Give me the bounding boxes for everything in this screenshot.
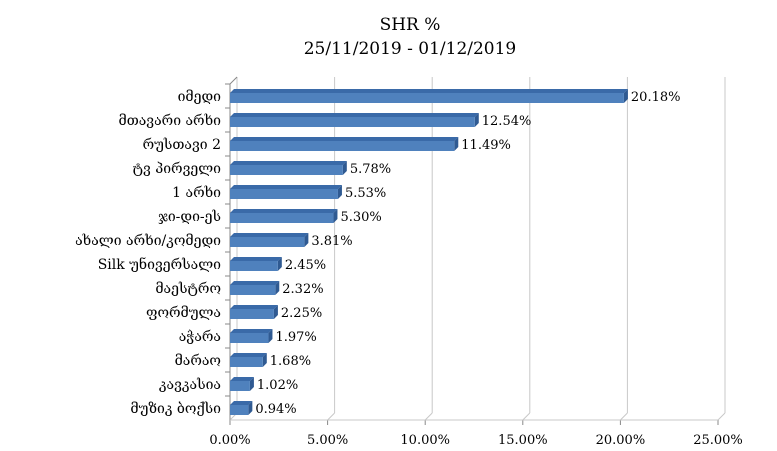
bar-side	[262, 353, 267, 367]
bar	[230, 333, 269, 343]
data-label: 11.49%	[461, 138, 511, 153]
bar-top	[230, 377, 254, 381]
bar-top	[230, 353, 267, 357]
bar-top	[230, 305, 278, 309]
bar-top	[230, 161, 347, 165]
bar-side	[304, 233, 309, 247]
data-label: 12.54%	[482, 114, 532, 129]
bar-top	[230, 137, 459, 141]
x-tick-label: 0.00%	[209, 433, 250, 448]
category-label: მარაო	[175, 352, 221, 369]
bar	[230, 405, 249, 415]
data-label: 1.97%	[275, 330, 316, 345]
category-label: ახალი არხი/კომედი	[75, 232, 221, 249]
y-axis-depth	[229, 76, 238, 85]
bar	[230, 213, 334, 223]
x-tick-label: 5.00%	[307, 433, 348, 448]
category-label: Silk უნივერსალი	[98, 255, 221, 273]
bar-side	[342, 161, 347, 175]
category-label: მაესტრო	[155, 280, 221, 297]
data-label: 5.30%	[340, 210, 381, 225]
data-label: 1.02%	[257, 378, 298, 393]
x-tick-label: 20.00%	[596, 433, 646, 448]
bar-side	[333, 209, 338, 223]
category-label: ფორმულა	[146, 304, 221, 321]
category-label: იმედი	[178, 88, 222, 105]
floor-gridline	[522, 412, 531, 421]
category-label: მუზიკ ბოქსი	[130, 400, 221, 417]
bar-top	[230, 257, 282, 261]
data-label: 0.94%	[255, 402, 296, 417]
bar	[230, 117, 475, 127]
category-label: ტვ პირველი	[133, 160, 222, 177]
category-label: 1 არხი	[172, 184, 221, 201]
x-tick-label: 25.00%	[693, 433, 743, 448]
bar-side	[454, 137, 459, 151]
x-tick-label: 15.00%	[498, 433, 548, 448]
floor-gridline	[327, 412, 335, 421]
bar-top	[230, 209, 338, 213]
floor-gridline	[620, 412, 628, 421]
bar	[230, 357, 263, 367]
bar-side	[248, 401, 253, 415]
bar-side	[474, 113, 479, 127]
bar	[230, 141, 455, 151]
category-label: კავკასია	[159, 376, 221, 393]
category-label: მთავარი არხი	[118, 112, 221, 129]
data-label: 2.32%	[282, 282, 323, 297]
bar-top	[230, 233, 309, 237]
bar	[230, 285, 276, 295]
bar	[230, 261, 278, 271]
bar-side	[249, 377, 254, 391]
bar-side	[268, 329, 273, 343]
x-tick-label: 10.00%	[400, 433, 450, 448]
data-label: 2.45%	[285, 258, 326, 273]
floor-gridline	[424, 412, 433, 421]
bar	[230, 165, 343, 175]
data-label: 20.18%	[631, 90, 681, 105]
bar-top	[230, 281, 280, 285]
floor-gridline	[717, 412, 726, 421]
bar-side	[623, 89, 628, 103]
chart-subtitle: 25/11/2019 - 01/12/2019	[304, 39, 517, 59]
bar-top	[230, 401, 253, 405]
bar-top	[230, 113, 479, 117]
bar-top	[230, 329, 273, 333]
category-label: ჯი-დი-ეს	[158, 208, 221, 225]
chart-title: SHR %	[380, 15, 441, 35]
bar-side	[337, 185, 342, 199]
bar-side	[275, 281, 280, 295]
data-label: 3.81%	[311, 234, 352, 249]
data-label: 5.78%	[350, 162, 391, 177]
bar	[230, 381, 250, 391]
bar	[230, 309, 274, 319]
bar-top	[230, 89, 628, 93]
data-label: 1.68%	[270, 354, 311, 369]
data-label: 2.25%	[281, 306, 322, 321]
data-label: 5.53%	[345, 186, 386, 201]
bar-side	[277, 257, 282, 271]
bar	[230, 237, 305, 247]
bar	[230, 189, 338, 199]
category-label: რუსთავი 2	[143, 136, 221, 153]
bar	[230, 93, 624, 103]
bar-top	[230, 185, 342, 189]
bar-side	[273, 305, 278, 319]
category-label: აჭარა	[179, 328, 221, 345]
